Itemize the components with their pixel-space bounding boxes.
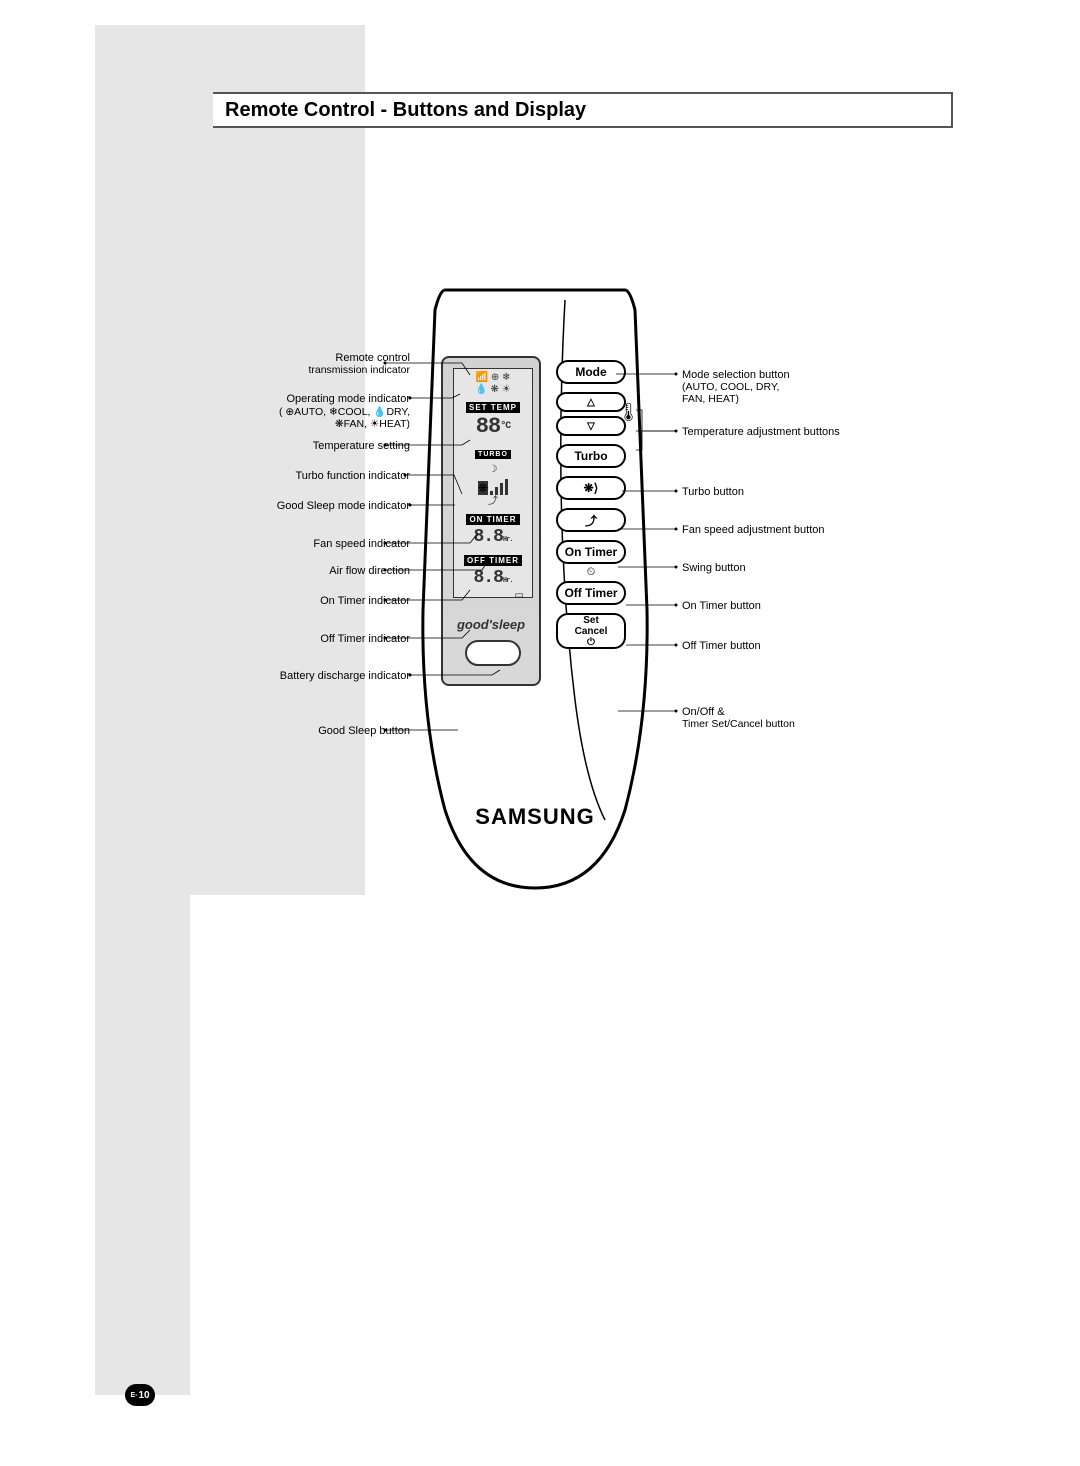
swing-button[interactable]: ⤴ (556, 508, 626, 532)
set-temp-label: SET TEMP (466, 402, 520, 413)
left-callout: Temperature setting (313, 440, 410, 452)
left-callout: Air flow direction (329, 565, 410, 577)
right-callout: On Timer button (682, 600, 761, 612)
goodsleep-label: good'sleep (443, 617, 539, 632)
mode-button[interactable]: Mode (556, 360, 626, 384)
temp-down-button[interactable]: ▽ (556, 416, 626, 436)
off-timer-button[interactable]: Off Timer (556, 581, 626, 605)
swing-icon: ⤴ (456, 497, 530, 507)
clock-icon: ⏲ (587, 566, 596, 579)
on-timer-label: ON TIMER (466, 514, 519, 525)
left-callout: Fan speed indicator (313, 538, 410, 550)
sleep-icon: ☽ (456, 465, 530, 475)
temp-display: 88°C (456, 417, 530, 437)
off-timer-display: 8.8Hr. (456, 570, 530, 589)
turbo-button[interactable]: Turbo (556, 444, 626, 468)
left-callout: Good Sleep button (318, 725, 410, 737)
right-callout: Temperature adjustment buttons (682, 426, 840, 438)
left-callout: Good Sleep mode indicator (277, 500, 410, 512)
right-callout: Fan speed adjustment button (682, 524, 824, 536)
left-callout: Turbo function indicator (295, 470, 410, 482)
lcd-screen: 📶 ⊕ ❄ 💧 ❋ ☀ SET TEMP 88°C TURBO ☽ ❋ ⤴ ON… (453, 368, 533, 598)
temp-up-button[interactable]: △ (556, 392, 626, 412)
button-column: Mode △ ▽ 🌡 Turbo ❋⟩ ⤴ On Timer ⏲ Off Tim… (551, 360, 631, 649)
left-callout: On Timer indicator (320, 595, 410, 607)
right-callout: On/Off &Timer Set/Cancel button (682, 706, 795, 730)
on-timer-button[interactable]: On Timer (556, 540, 626, 564)
brand-logo: SAMSUNG (415, 804, 655, 830)
page-title-box: Remote Control - Buttons and Display (213, 92, 953, 128)
fan-speed-bars: ❋ (456, 477, 530, 495)
sidebar-gray-block (95, 25, 365, 895)
thermometer-icon: 🌡 (617, 402, 640, 423)
right-callout: Mode selection button(AUTO, COOL, DRY, F… (682, 369, 790, 405)
left-callout: Off Timer indicator (320, 633, 410, 645)
remote-diagram: 📶 ⊕ ❄ 💧 ❋ ☀ SET TEMP 88°C TURBO ☽ ❋ ⤴ ON… (415, 280, 655, 900)
fan-button[interactable]: ❋⟩ (556, 476, 626, 500)
left-callout: Operating mode indicator( ⊕AUTO, ❄COOL, … (279, 393, 410, 430)
page-number: E-10 (125, 1384, 155, 1406)
right-callout: Turbo button (682, 486, 744, 498)
battery-icon: ▭ (456, 591, 530, 601)
turbo-label: TURBO (475, 450, 511, 459)
right-callout: Off Timer button (682, 640, 761, 652)
mode-icons-row2: 💧 ❋ ☀ (456, 385, 530, 395)
left-callout: Battery discharge indicator (280, 670, 410, 682)
goodsleep-button[interactable] (465, 640, 521, 666)
lcd-panel: 📶 ⊕ ❄ 💧 ❋ ☀ SET TEMP 88°C TURBO ☽ ❋ ⤴ ON… (441, 356, 541, 686)
page-title: Remote Control - Buttons and Display (225, 99, 586, 122)
on-timer-display: 8.8Hr. (456, 529, 530, 548)
set-cancel-power-button[interactable]: Set Cancel ⏻ (556, 613, 626, 649)
off-timer-label: OFF TIMER (464, 555, 522, 566)
sidebar-gray-lower (95, 895, 190, 1395)
transmission-mode-icons: 📶 ⊕ ❄ (456, 373, 530, 383)
left-callout: Remote controltransmission indicator (308, 352, 410, 376)
right-callout: Swing button (682, 562, 746, 574)
fan-icon: ❋⟩ (584, 481, 599, 495)
